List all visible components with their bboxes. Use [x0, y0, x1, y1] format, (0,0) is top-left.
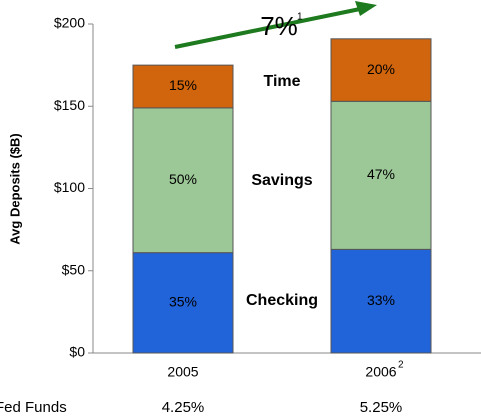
annotation-footnote: 1 [297, 12, 303, 23]
bar-segment [132, 252, 234, 354]
series-label: Savings [251, 172, 312, 189]
y-tick-label: $150 [54, 97, 85, 113]
bar-segment [330, 100, 432, 250]
value-label: 33% [367, 292, 395, 308]
footer-value: 4.25% [162, 399, 205, 416]
bar-segment [132, 107, 234, 254]
growth-arrow [174, 7, 361, 49]
x-tick-label: 2005 [167, 364, 198, 380]
value-label: 47% [367, 166, 395, 182]
series-label: Checking [246, 292, 318, 309]
footer-value: 5.25% [360, 399, 403, 416]
bar-segment [330, 38, 432, 102]
series-label: Time [263, 73, 300, 90]
value-label: 50% [169, 171, 197, 187]
footnote-mark: 2 [398, 360, 404, 371]
y-tick-label: $200 [54, 15, 85, 31]
value-label: 15% [169, 77, 197, 93]
y-tick-label: $100 [54, 179, 85, 195]
growth-annotation: 7% [260, 11, 298, 41]
y-axis-label: Avg Deposits ($B) [7, 133, 22, 244]
footer-label: Fed Funds [0, 399, 67, 416]
value-label: 20% [367, 61, 395, 77]
y-tick-label: $0 [69, 344, 85, 360]
bar-segment [132, 64, 234, 109]
x-tick-label: 2006 [365, 364, 396, 380]
value-label: 35% [169, 294, 197, 310]
y-tick-label: $50 [62, 261, 86, 277]
bar-segment [330, 248, 432, 354]
growth-arrowhead [355, 1, 377, 16]
